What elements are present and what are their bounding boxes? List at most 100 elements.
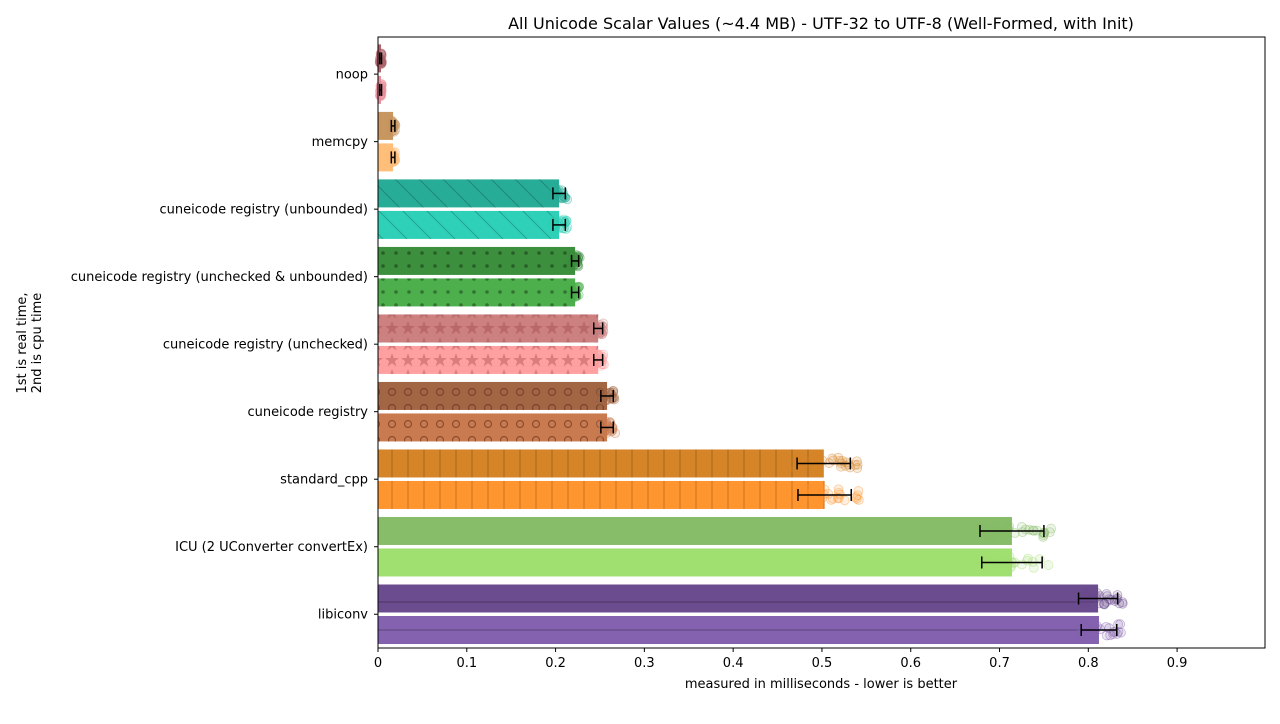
- x-tick-label: 0.2: [545, 656, 566, 671]
- sample-point: [572, 259, 583, 270]
- error-bar: [600, 389, 615, 402]
- category-group: [378, 111, 401, 172]
- error-bar: [1080, 623, 1118, 636]
- sample-point: [827, 453, 838, 464]
- sample-point: [1099, 599, 1109, 609]
- sample-point: [559, 223, 569, 234]
- sample-point: [570, 288, 581, 299]
- sample-point: [819, 484, 830, 495]
- sample-point: [574, 252, 585, 263]
- bar: [378, 548, 1012, 577]
- y-axis: noop memcpy cuneicode registry (unbounded)…: [71, 68, 378, 623]
- sample-point: [809, 488, 820, 498]
- y-tick-label: memcpy: [312, 135, 369, 150]
- category-group: [378, 516, 1056, 577]
- category-group: [378, 246, 585, 307]
- error-bar: [379, 83, 383, 96]
- error-bar: [390, 119, 396, 132]
- y-tick-label: ICU (2 UConverter convertEx): [175, 540, 368, 555]
- error-bar: [796, 457, 852, 470]
- sample-point: [593, 357, 604, 368]
- sample-point: [823, 489, 834, 499]
- bar-hatch: [378, 314, 599, 343]
- sample-point: [852, 463, 863, 473]
- sample-point: [601, 421, 612, 432]
- sample-point: [568, 293, 578, 303]
- x-tick-label: 0.1: [456, 656, 477, 671]
- sample-point: [802, 488, 813, 499]
- y-axis-label: 1st is real time,2nd is cpu time: [15, 292, 45, 393]
- sample-point: [1101, 630, 1112, 641]
- x-tick-label: 0.3: [634, 656, 655, 671]
- y-tick-label: cuneicode registry (unbounded): [160, 203, 369, 218]
- x-tick-label: 0.9: [1167, 656, 1188, 671]
- y-tick-label: cuneicode registry (unchecked & unbounde…: [71, 270, 368, 285]
- sample-point: [833, 452, 844, 463]
- sample-point: [833, 484, 844, 495]
- x-axis-label: measured in milliseconds - lower is bett…: [685, 677, 958, 692]
- sample-point: [981, 556, 992, 567]
- sample-point: [375, 83, 386, 94]
- sample-point: [549, 187, 560, 198]
- sample-point: [828, 455, 839, 466]
- bar-hatch: [378, 246, 576, 275]
- sample-point: [992, 560, 1003, 571]
- sample-point: [987, 520, 998, 531]
- x-tick-label: 0: [374, 656, 382, 671]
- sample-point: [1099, 598, 1110, 609]
- error-bar: [379, 52, 383, 65]
- y-tick-label: cuneicode registry (unchecked): [163, 338, 368, 353]
- x-tick-label: 0.5: [812, 656, 833, 671]
- sample-point: [827, 493, 838, 504]
- sample-point: [977, 522, 988, 532]
- sample-point: [817, 493, 827, 503]
- sample-point: [1115, 619, 1126, 630]
- bar-hatch: [378, 615, 1099, 644]
- sample-point: [601, 419, 612, 429]
- sample-point: [850, 459, 861, 470]
- bar-hatch: [378, 381, 608, 410]
- sample-point: [1046, 523, 1056, 534]
- sample-point: [559, 192, 570, 202]
- sample-point: [561, 215, 572, 226]
- sample-point: [839, 495, 850, 506]
- sample-point: [554, 187, 565, 198]
- sample-point: [1095, 624, 1106, 635]
- sample-point: [1009, 528, 1020, 538]
- sample-point: [851, 493, 862, 504]
- bar-hatch: [378, 278, 576, 307]
- category-group: [378, 449, 864, 509]
- sample-point: [853, 494, 864, 505]
- sample-point: [1104, 623, 1115, 634]
- sample-point: [1043, 560, 1054, 570]
- sample-point: [1101, 597, 1112, 607]
- error-bar: [979, 524, 1045, 537]
- error-bar: [600, 421, 615, 434]
- sample-point: [1024, 524, 1035, 535]
- sample-point: [593, 325, 603, 336]
- x-axis: 0 0.1 0.2 0.3 0.4 0.5 0.6 0.7 0.8 0.9: [374, 648, 1188, 671]
- sample-point: [1028, 562, 1039, 573]
- sample-point: [1105, 630, 1116, 641]
- category-group: [378, 584, 1128, 644]
- sample-point: [548, 216, 559, 227]
- sample-point: [601, 428, 612, 439]
- sample-point: [557, 185, 567, 196]
- error-bar: [797, 488, 852, 501]
- sample-point: [554, 223, 565, 234]
- sample-point: [990, 524, 1001, 535]
- error-bar: [390, 151, 396, 164]
- sample-point: [1023, 553, 1033, 564]
- sample-point: [558, 214, 569, 225]
- category-group: [378, 179, 573, 239]
- x-tick-label: 0.4: [723, 656, 744, 671]
- bar: [378, 111, 394, 140]
- sample-point: [1006, 561, 1017, 571]
- sample-point: [601, 417, 612, 427]
- sample-point: [852, 459, 863, 470]
- error-bar: [570, 254, 580, 267]
- sample-point: [801, 484, 811, 495]
- sample-point: [572, 257, 583, 268]
- y-tick-label: standard_cpp: [280, 473, 368, 488]
